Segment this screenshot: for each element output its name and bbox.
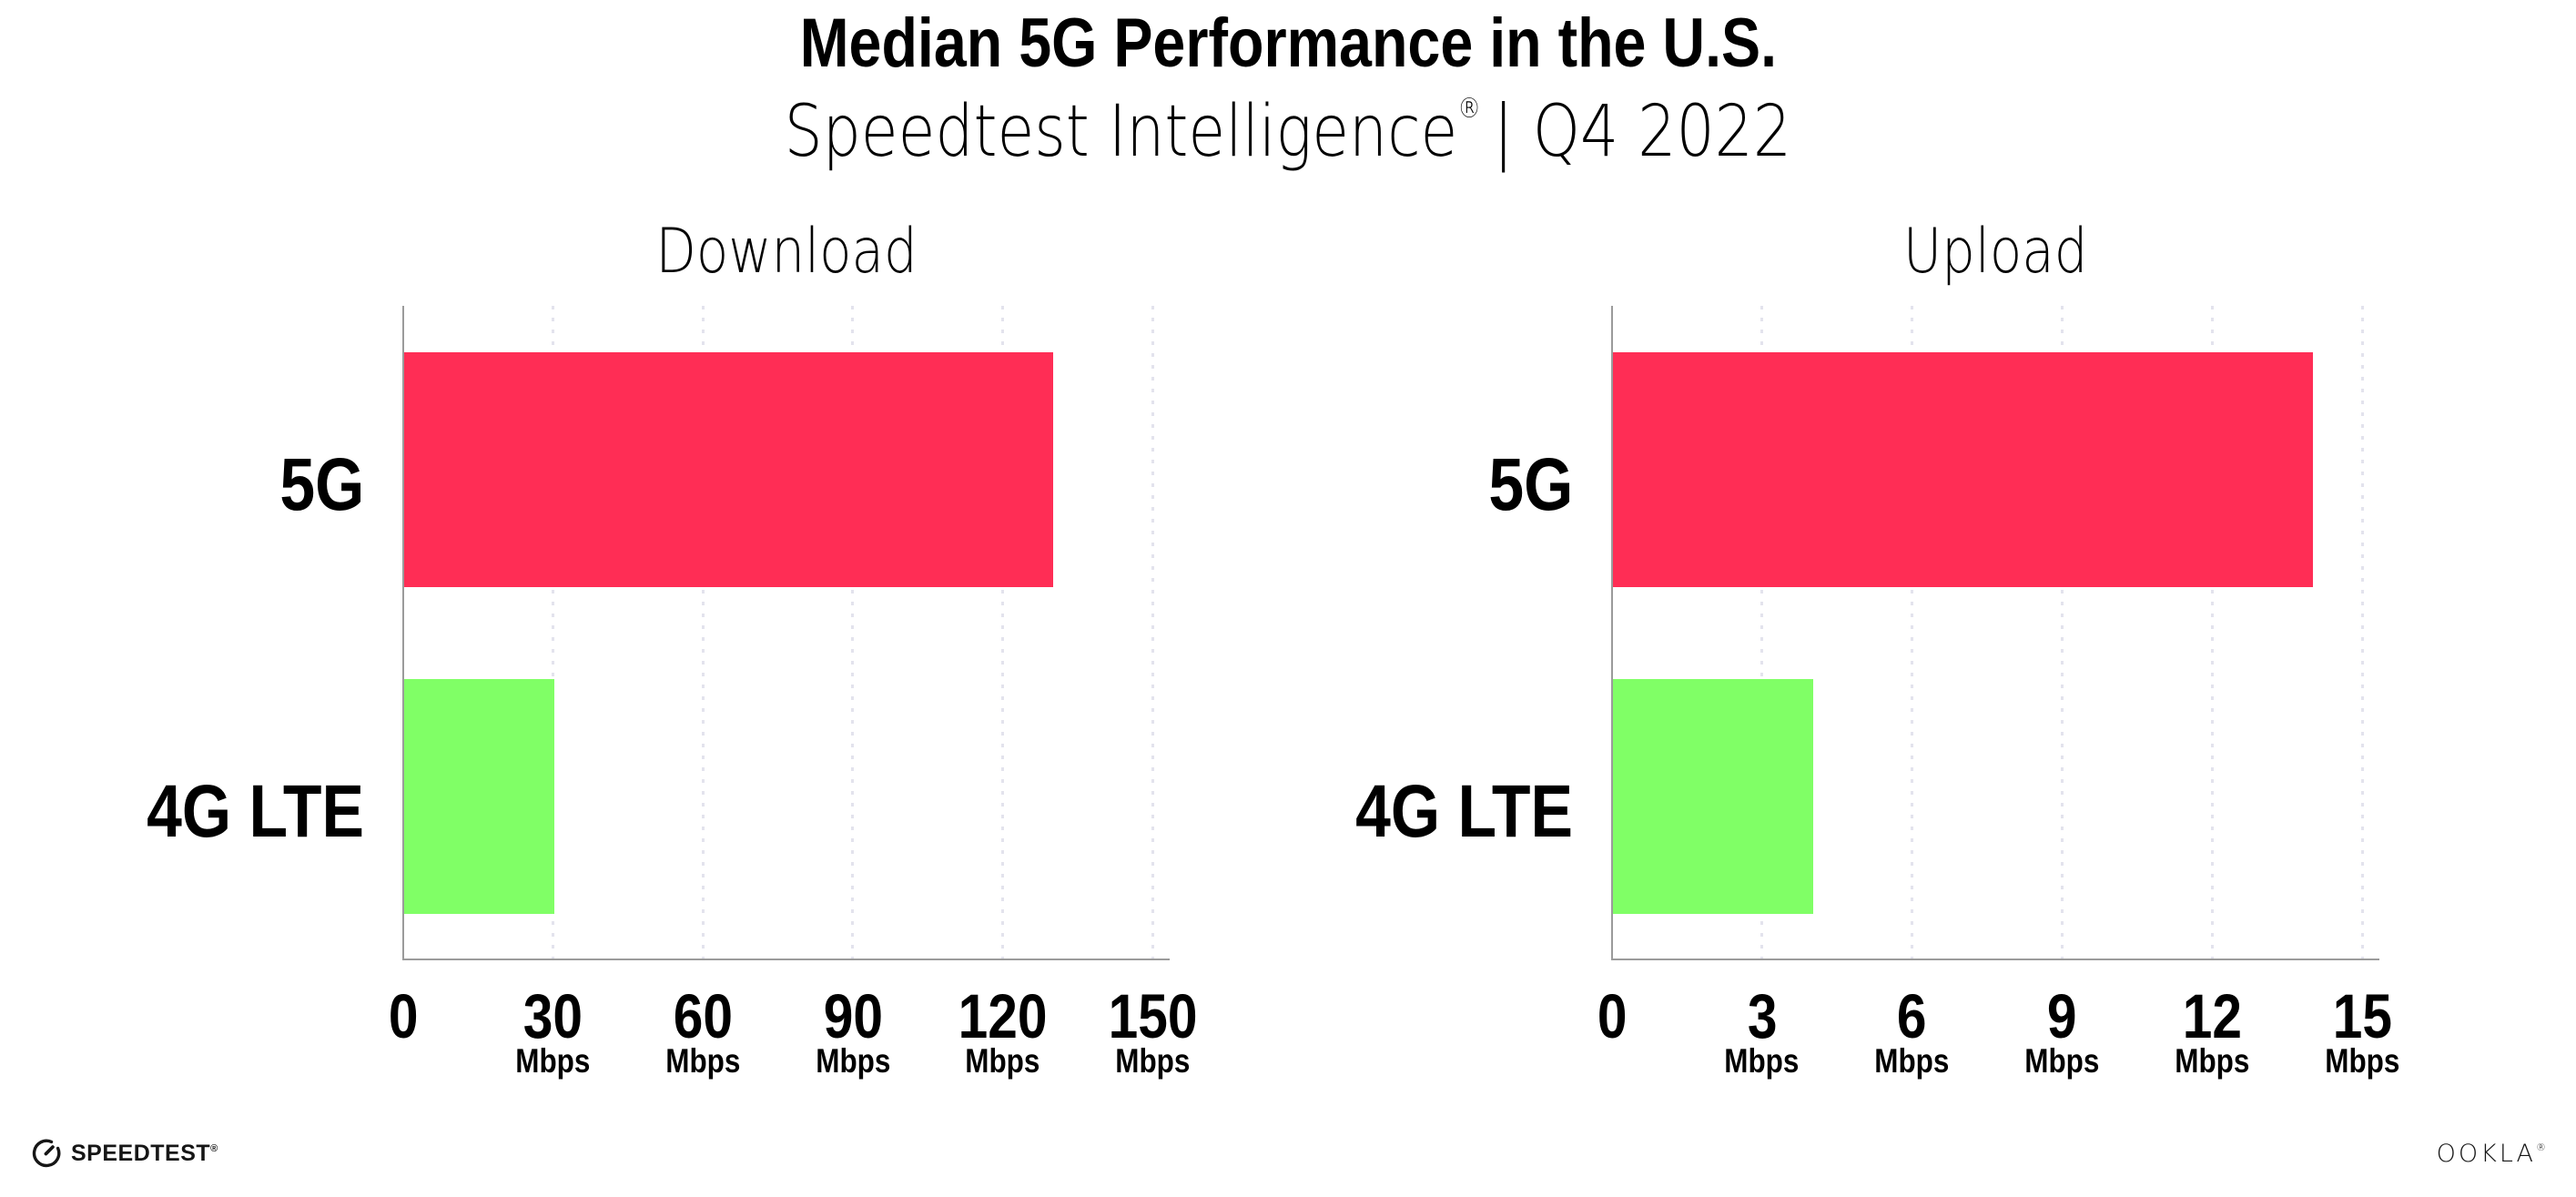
x-tick-value: 0 (388, 981, 419, 1051)
x-tick-value: 120 (958, 981, 1048, 1051)
chart-title: Upload (1632, 221, 2360, 283)
gridline (2210, 306, 2214, 959)
x-tick-value: 0 (1597, 981, 1628, 1051)
category-label-4g-lte: 4G LTE (1300, 766, 1573, 857)
x-tick-value: 15 (2332, 981, 2392, 1051)
x-tick-label: 3 (1671, 985, 1853, 1048)
category-label-4g-lte: 4G LTE (91, 766, 364, 857)
speedtest-registered-mark: ® (210, 1142, 218, 1154)
gridline (2360, 306, 2364, 959)
chart-title-text: Upload (1903, 216, 2088, 288)
x-tick-unit: Mbps (762, 1044, 944, 1078)
x-tick-value: 6 (1897, 981, 1927, 1051)
gridline (701, 306, 705, 959)
x-tick-unit-text: Mbps (515, 1042, 591, 1080)
ookla-wordmark: OOKLA (2436, 1140, 2536, 1168)
x-tick-label: 12 (2121, 985, 2303, 1048)
x-tick-label: 15 (2271, 985, 2453, 1048)
page-title-text: Median 5G Performance in the U.S. (799, 5, 1777, 82)
speedtest-wordmark: SPEEDTEST® (71, 1140, 218, 1166)
ookla-registered-mark: ® (2536, 1141, 2546, 1153)
gridline (851, 306, 855, 959)
page-title: Median 5G Performance in the U.S. (0, 7, 2576, 80)
chart-title-text: Download (655, 216, 918, 288)
x-tick-unit-text: Mbps (1115, 1042, 1191, 1080)
x-tick-label: 120 (912, 985, 1094, 1048)
x-tick-unit-text: Mbps (2324, 1042, 2400, 1080)
category-label-5g: 5G (91, 440, 364, 531)
category-label-text: 5G (279, 443, 364, 526)
x-tick-unit-text: Mbps (1874, 1042, 1950, 1080)
x-tick-unit: Mbps (1971, 1044, 2153, 1078)
x-tick-value: 3 (1747, 981, 1778, 1051)
x-tick-unit: Mbps (462, 1044, 644, 1078)
bar-4g-lte (404, 679, 554, 914)
x-tick-label: 60 (612, 985, 794, 1048)
x-tick-label: 9 (1971, 985, 2153, 1048)
x-axis (402, 959, 1171, 960)
x-tick-unit: Mbps (912, 1044, 1094, 1078)
x-tick-unit-text: Mbps (2024, 1042, 2100, 1080)
gridline (1760, 306, 1764, 959)
x-tick-unit-text: Mbps (2175, 1042, 2250, 1080)
x-tick-unit: Mbps (2271, 1044, 2453, 1078)
gridline (1151, 306, 1154, 959)
page-subtitle: Speedtest Intelligence® | Q4 2022 (0, 95, 2576, 170)
x-tick-unit: Mbps (2121, 1044, 2303, 1078)
x-tick-unit-text: Mbps (665, 1042, 741, 1080)
x-tick-unit-text: Mbps (815, 1042, 890, 1080)
x-tick-label: 150 (1061, 985, 1243, 1048)
speedometer-icon (32, 1139, 61, 1168)
gridline (1911, 306, 1914, 959)
gridline (2060, 306, 2064, 959)
x-tick-value: 60 (673, 981, 733, 1051)
x-tick-label: 30 (462, 985, 644, 1048)
category-label-text: 4G LTE (147, 770, 364, 853)
x-tick-value: 12 (2182, 981, 2242, 1051)
gridline (1001, 306, 1005, 959)
x-axis (1611, 959, 2379, 960)
y-axis (402, 306, 404, 959)
category-label-text: 4G LTE (1355, 770, 1573, 853)
x-tick-unit-text: Mbps (965, 1042, 1040, 1080)
registered-mark: ® (1457, 93, 1481, 125)
x-tick-label: 6 (1821, 985, 2003, 1048)
speedtest-logo: SPEEDTEST® (31, 1138, 218, 1169)
x-tick-value: 9 (2047, 981, 2077, 1051)
x-tick-unit: Mbps (1821, 1044, 2003, 1078)
x-tick-value: 30 (523, 981, 583, 1051)
category-label-text: 5G (1488, 443, 1573, 526)
x-tick-label: 90 (762, 985, 944, 1048)
category-label-5g: 5G (1300, 440, 1573, 531)
x-tick-label: 0 (312, 985, 494, 1048)
y-axis (1611, 306, 1613, 959)
x-tick-unit: Mbps (1061, 1044, 1243, 1078)
x-tick-value: 90 (823, 981, 883, 1051)
chart-title: Download (422, 221, 1151, 283)
ookla-logo: OOKLA® (2437, 1140, 2546, 1168)
x-tick-value: 150 (1108, 981, 1198, 1051)
subtitle-brand: Speedtest Intelligence (784, 91, 1458, 173)
x-tick-unit: Mbps (612, 1044, 794, 1078)
x-tick-label: 0 (1521, 985, 1703, 1048)
bar-5g (1613, 352, 2314, 587)
bar-5g (404, 352, 1054, 587)
x-tick-unit-text: Mbps (1724, 1042, 1800, 1080)
subtitle-period: | Q4 2022 (1493, 91, 1792, 173)
x-tick-unit: Mbps (1671, 1044, 1853, 1078)
bar-4g-lte (1613, 679, 1813, 914)
gridline (552, 306, 555, 959)
